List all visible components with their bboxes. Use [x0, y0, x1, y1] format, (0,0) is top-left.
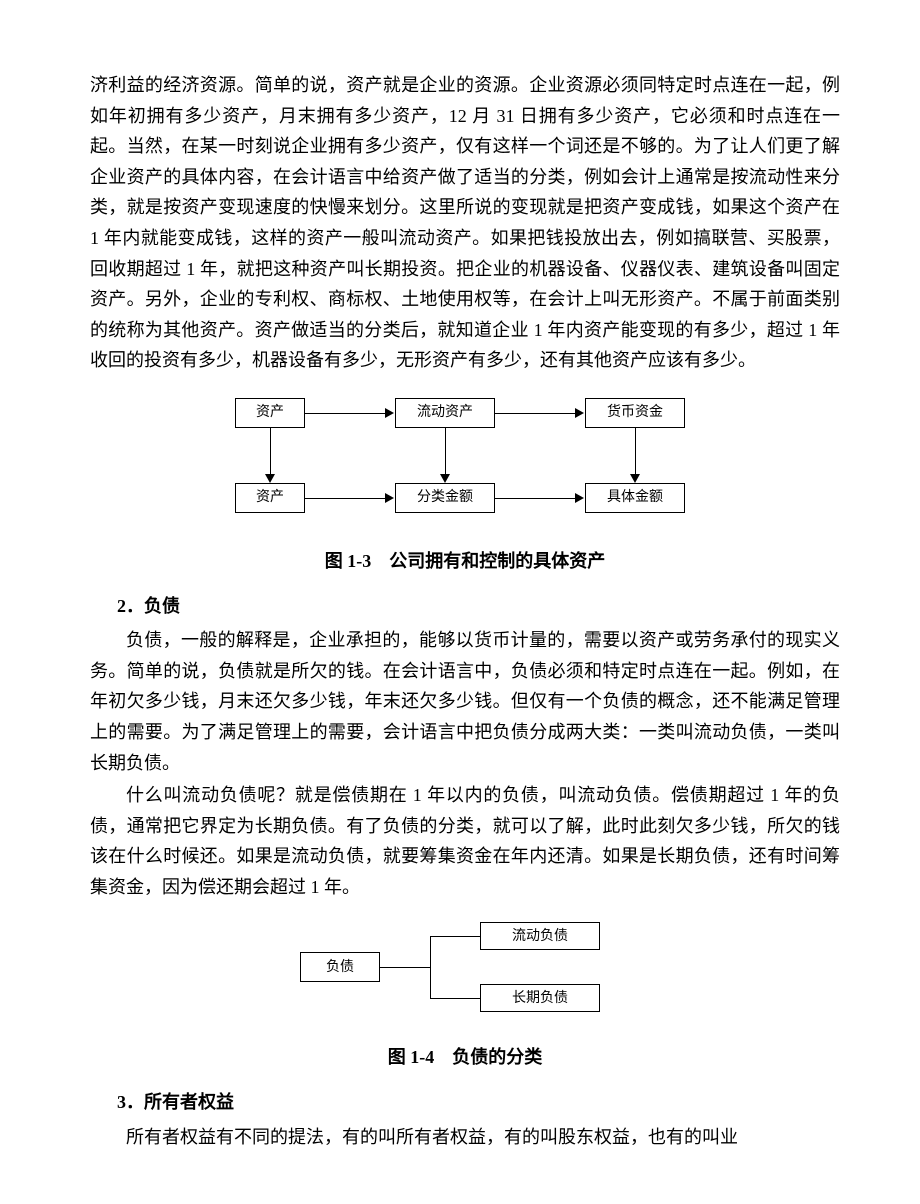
equity-para: 所有者权益有不同的提法，有的叫所有者权益，有的叫股东权益，也有的叫业 — [90, 1122, 840, 1153]
figure-1-4-caption: 图 1-4 负债的分类 — [90, 1042, 840, 1073]
diag1-box-cash: 货币资金 — [585, 398, 685, 428]
diag2-box-liability: 负债 — [300, 952, 380, 982]
diag1-arrow — [635, 428, 636, 475]
diag1-arrow — [445, 428, 446, 475]
diag1-arrowhead — [440, 474, 450, 483]
diag2-box-longterm-liability: 长期负债 — [480, 984, 600, 1012]
diag1-arrowhead — [575, 408, 584, 418]
diag2-box-current-liability: 流动负债 — [480, 922, 600, 950]
diag1-arrow — [495, 498, 575, 499]
diag1-arrowhead — [630, 474, 640, 483]
diag2-line — [430, 936, 480, 937]
diag2-line — [380, 967, 430, 968]
heading-liability: 2．负债 — [90, 591, 840, 622]
diag1-arrowhead — [385, 408, 394, 418]
diag1-arrow — [305, 413, 385, 414]
diag1-arrowhead — [265, 474, 275, 483]
intro-paragraph: 济利益的经济资源。简单的说，资产就是企业的资源。企业资源必须同特定时点连在一起，… — [90, 70, 840, 376]
diagram-1: 资产 流动资产 货币资金 资产 分类金额 具体金额 — [90, 388, 840, 528]
heading-equity: 3．所有者权益 — [90, 1087, 840, 1118]
diag1-arrowhead — [575, 493, 584, 503]
diag1-arrow — [270, 428, 271, 475]
diag1-box-class-amount: 分类金额 — [395, 483, 495, 513]
diag2-line — [430, 936, 431, 998]
liability-para-1: 负债，一般的解释是，企业承担的，能够以货币计量的，需要以资产或劳务承付的现实义务… — [90, 625, 840, 778]
diag1-box-liquid-asset: 流动资产 — [395, 398, 495, 428]
diag1-box-specific-amount: 具体金额 — [585, 483, 685, 513]
diag1-box-asset-bottom: 资产 — [235, 483, 305, 513]
liability-para-2: 什么叫流动负债呢？就是偿债期在 1 年以内的负债，叫流动负债。偿债期超过 1 年… — [90, 780, 840, 902]
diag2-line — [430, 998, 480, 999]
diag1-arrowhead — [385, 493, 394, 503]
diag1-box-asset-top: 资产 — [235, 398, 305, 428]
diag1-arrow — [305, 498, 385, 499]
figure-1-3-caption: 图 1-3 公司拥有和控制的具体资产 — [90, 546, 840, 577]
diagram-2: 负债 流动负债 长期负债 — [90, 914, 840, 1024]
diag1-arrow — [495, 413, 575, 414]
